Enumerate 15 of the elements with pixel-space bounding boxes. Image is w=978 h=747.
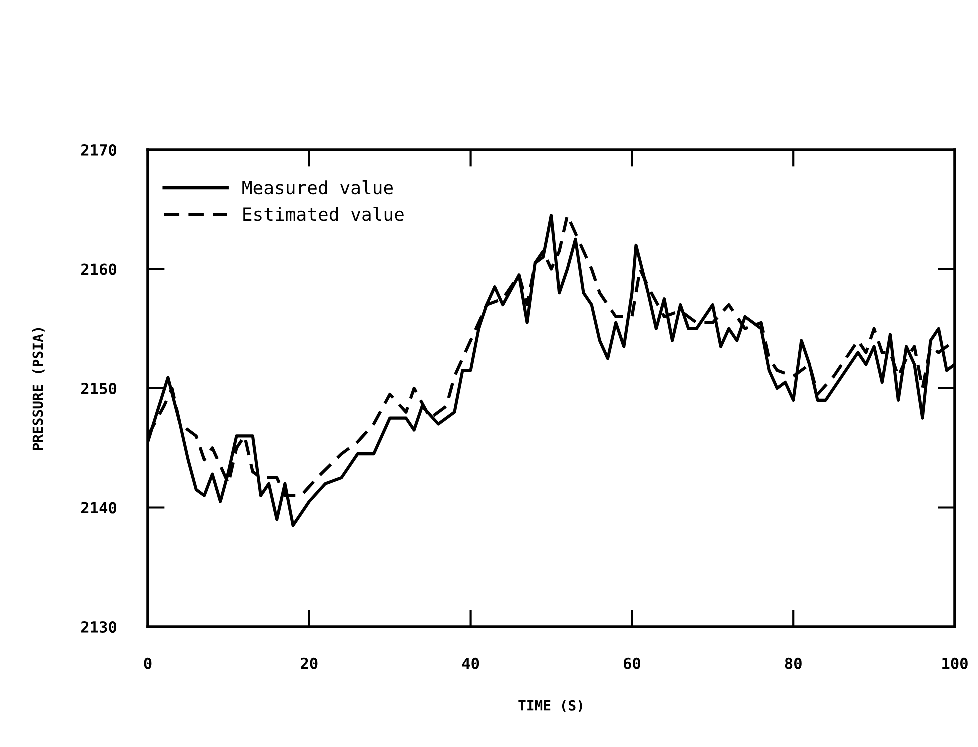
y-axis-title: PRESSURE (PSIA)	[32, 328, 45, 450]
legend-label: Measured value	[242, 180, 394, 195]
x-tick-label: 60	[624, 658, 640, 670]
x-tick-label: 0	[144, 658, 152, 670]
y-tick-label: 2170	[82, 144, 117, 156]
x-tick-label: 20	[301, 658, 318, 670]
y-tick-label: 2150	[82, 382, 117, 395]
legend-label: Estimated value	[244, 207, 404, 222]
x-tick-label: 80	[785, 658, 802, 670]
x-axis-title: TIME (S)	[518, 700, 582, 713]
y-tick-label: 2130	[82, 621, 117, 634]
y-tick-label: 2160	[82, 264, 117, 276]
y-tick-label: 2140	[82, 502, 117, 514]
x-tick-label: 40	[462, 658, 480, 670]
x-tick-label: 100	[942, 658, 968, 670]
